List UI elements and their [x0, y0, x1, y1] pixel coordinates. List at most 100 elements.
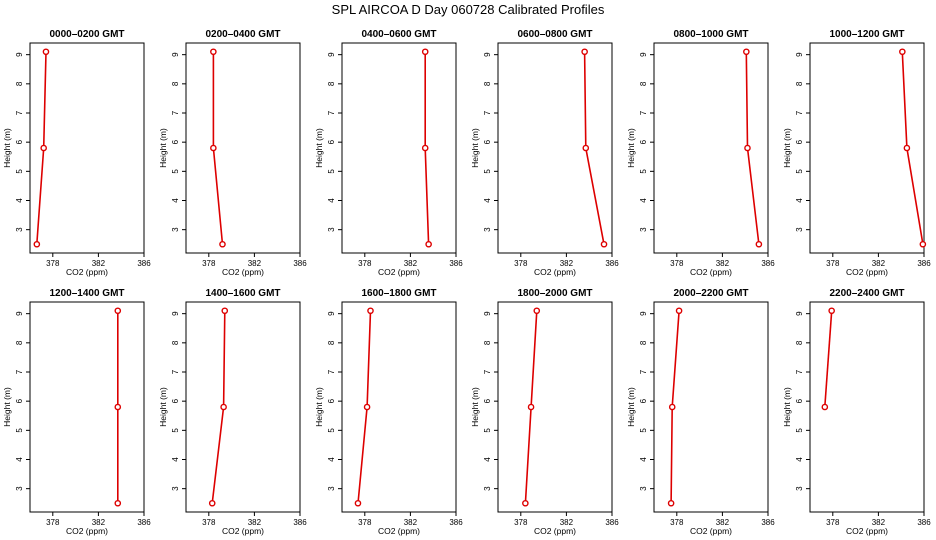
y-axis-label: Height (m) — [314, 128, 324, 168]
profile-panel-2: 0200–0400 GMT 378 382 386 CO2 (ppm) 3 4 5 6 7 8 9 He… — [158, 29, 307, 277]
x-axis-label: CO2 (ppm) — [378, 526, 420, 536]
x-tick-label: 378 — [202, 518, 216, 527]
profile-panel-3: 0400–0600 GMT 378 382 386 CO2 (ppm) 3 4 5 6 7 8 9 He… — [314, 29, 463, 277]
plot-frame — [341, 301, 457, 513]
y-tick-label: 5 — [639, 169, 648, 174]
profile-panel-1: 0000–0200 GMT 378 382 386 CO2 (ppm) 3 4 5 6 7 8 9 He… — [2, 29, 151, 277]
y-axis-label: Height (m) — [782, 128, 792, 168]
y-tick-label: 3 — [327, 486, 336, 491]
y-tick-label: 3 — [171, 486, 180, 491]
data-point — [821, 403, 829, 411]
profile-panel-7: 1200–1400 GMT 378 382 386 CO2 (ppm) 3 4 5 6 7 8 9 He… — [2, 288, 151, 536]
y-tick-label: 8 — [15, 81, 24, 86]
y-tick-label: 4 — [483, 457, 492, 462]
x-tick-label: 378 — [514, 259, 528, 268]
y-tick-label: 4 — [171, 198, 180, 203]
y-tick-label: 3 — [15, 227, 24, 232]
y-axis-label: Height (m) — [314, 387, 324, 427]
x-tick-label: 382 — [560, 259, 574, 268]
profile-panel-8: 1400–1600 GMT 378 382 386 CO2 (ppm) 3 4 5 6 7 8 9 He… — [158, 288, 307, 536]
y-tick-label: 6 — [639, 398, 648, 403]
y-tick-label: 5 — [483, 428, 492, 433]
y-tick-label: 6 — [795, 139, 804, 144]
x-axis-label: CO2 (ppm) — [534, 267, 576, 277]
x-tick-label: 382 — [92, 259, 106, 268]
profile-panel-11: 2000–2200 GMT 378 382 386 CO2 (ppm) 3 4 5 6 7 8 9 He… — [626, 288, 775, 536]
profile-panel-9: 1600–1800 GMT 378 382 386 CO2 (ppm) 3 4 5 6 7 8 9 He… — [314, 288, 463, 536]
data-point — [114, 499, 122, 507]
y-tick-label: 9 — [327, 52, 336, 57]
profile-line — [824, 310, 833, 408]
y-tick-label: 8 — [639, 340, 648, 345]
y-tick-label: 4 — [327, 198, 336, 203]
profile-panel-12: 2200–2400 GMT 378 382 386 CO2 (ppm) 3 4 5 6 7 8 9 He… — [782, 288, 931, 536]
x-tick-label: 378 — [358, 518, 372, 527]
y-tick-label: 6 — [171, 398, 180, 403]
x-tick-label: 386 — [605, 259, 619, 268]
y-tick-label: 5 — [795, 169, 804, 174]
panel-title: 0800–1000 GMT — [673, 29, 748, 40]
x-tick-label: 378 — [514, 518, 528, 527]
panel-title: 1800–2000 GMT — [517, 288, 592, 299]
y-tick-label: 3 — [639, 486, 648, 491]
data-point — [581, 48, 588, 56]
data-point — [744, 144, 751, 152]
x-axis-label: CO2 (ppm) — [378, 267, 420, 277]
data-point — [210, 48, 217, 56]
y-tick-label: 8 — [483, 81, 492, 86]
y-tick-label: 4 — [795, 457, 804, 462]
plot-frame — [653, 301, 769, 513]
x-axis-label: CO2 (ppm) — [690, 526, 732, 536]
data-point — [114, 403, 122, 411]
y-axis-label: Height (m) — [2, 387, 12, 427]
y-tick-label: 5 — [795, 428, 804, 433]
y-axis-label: Height (m) — [2, 128, 12, 168]
y-tick-label: 4 — [795, 198, 804, 203]
data-point — [33, 240, 41, 248]
panel-title: 1000–1200 GMT — [829, 29, 904, 40]
profile-panel-4: 0600–0800 GMT 378 382 386 CO2 (ppm) 3 4 5 6 7 8 9 He… — [470, 29, 619, 277]
x-tick-label: 378 — [826, 518, 840, 527]
y-tick-label: 7 — [639, 369, 648, 374]
data-point — [667, 499, 675, 507]
x-tick-label: 378 — [358, 259, 372, 268]
x-axis-label: CO2 (ppm) — [66, 267, 108, 277]
x-tick-label: 386 — [761, 259, 775, 268]
x-tick-label: 386 — [761, 518, 775, 527]
y-tick-label: 7 — [483, 369, 492, 374]
panel-title: 0600–0800 GMT — [517, 29, 592, 40]
panel-title: 1200–1400 GMT — [49, 288, 124, 299]
x-tick-label: 386 — [605, 518, 619, 527]
x-tick-label: 382 — [248, 259, 262, 268]
data-point — [42, 48, 50, 56]
x-tick-label: 386 — [137, 259, 151, 268]
y-tick-label: 6 — [171, 139, 180, 144]
plot-frame — [653, 42, 769, 254]
y-tick-label: 5 — [639, 428, 648, 433]
x-tick-label: 382 — [404, 259, 418, 268]
figure-title: SPL AIRCOA D Day 060728 Calibrated Profi… — [331, 2, 605, 17]
data-point — [40, 144, 47, 152]
data-point — [114, 307, 122, 315]
y-tick-label: 8 — [795, 81, 804, 86]
data-point — [367, 307, 374, 315]
y-tick-label: 7 — [15, 369, 24, 374]
plot-frame — [341, 42, 457, 254]
y-tick-label: 5 — [171, 428, 180, 433]
y-tick-label: 3 — [171, 227, 180, 232]
x-tick-label: 378 — [826, 259, 840, 268]
y-tick-label: 5 — [15, 169, 24, 174]
data-point — [903, 144, 911, 152]
data-point — [668, 403, 676, 411]
x-tick-label: 386 — [449, 518, 463, 527]
y-tick-label: 4 — [15, 457, 24, 462]
data-point — [220, 403, 227, 411]
x-axis-label: CO2 (ppm) — [690, 267, 732, 277]
y-tick-label: 7 — [171, 369, 180, 374]
y-tick-label: 3 — [327, 227, 336, 232]
plot-frame — [497, 42, 613, 254]
x-tick-label: 382 — [92, 518, 106, 527]
data-point — [755, 240, 763, 248]
panel-title: 1400–1600 GMT — [205, 288, 280, 299]
y-tick-label: 8 — [15, 340, 24, 345]
